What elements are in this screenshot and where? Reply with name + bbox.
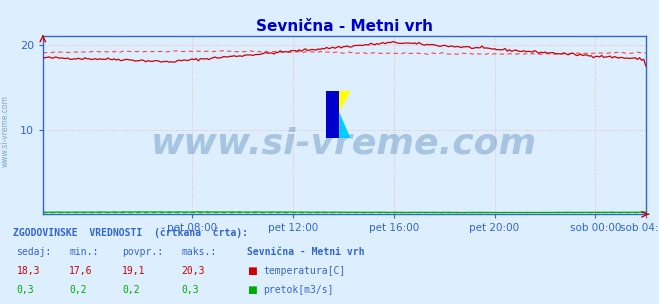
Polygon shape [339, 91, 351, 112]
Text: 18,3: 18,3 [16, 266, 40, 276]
Text: sedaj:: sedaj: [16, 247, 51, 257]
Text: pretok[m3/s]: pretok[m3/s] [264, 285, 334, 295]
Text: povpr.:: povpr.: [122, 247, 163, 257]
Text: www.si-vreme.com: www.si-vreme.com [1, 95, 10, 167]
Text: ■: ■ [247, 285, 257, 295]
Text: 17,6: 17,6 [69, 266, 93, 276]
Polygon shape [326, 91, 339, 138]
Text: min.:: min.: [69, 247, 99, 257]
Polygon shape [339, 112, 351, 138]
Text: 0,2: 0,2 [69, 285, 87, 295]
Text: 0,2: 0,2 [122, 285, 140, 295]
Text: 0,3: 0,3 [181, 285, 199, 295]
Text: temperatura[C]: temperatura[C] [264, 266, 346, 276]
Text: 20,3: 20,3 [181, 266, 205, 276]
Text: www.si-vreme.com: www.si-vreme.com [152, 126, 537, 160]
Text: 0,3: 0,3 [16, 285, 34, 295]
Text: Sevnična - Metni vrh: Sevnična - Metni vrh [247, 247, 364, 257]
Text: 19,1: 19,1 [122, 266, 146, 276]
Text: maks.:: maks.: [181, 247, 216, 257]
Title: Sevnična - Metni vrh: Sevnična - Metni vrh [256, 19, 433, 34]
Text: ZGODOVINSKE  VREDNOSTI  (črtkana  črta):: ZGODOVINSKE VREDNOSTI (črtkana črta): [13, 227, 248, 238]
Text: ■: ■ [247, 266, 257, 276]
